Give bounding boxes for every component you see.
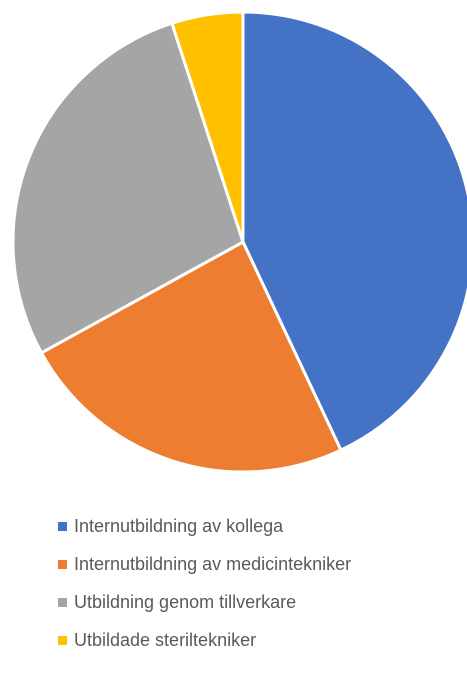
legend-swatch-3 [58, 598, 67, 607]
legend-item-1: Internutbildning av kollega [58, 516, 458, 537]
legend-swatch-1 [58, 522, 67, 531]
legend: Internutbildning av kollega Internutbildn… [58, 516, 458, 668]
legend-item-4: Utbildade steriltekniker [58, 630, 458, 651]
legend-item-2: Internutbildning av medicintekniker [58, 554, 458, 575]
legend-swatch-2 [58, 560, 67, 569]
pie-slice-3 [11, 21, 245, 355]
legend-swatch-4 [58, 636, 67, 645]
pie-chart-plot [11, 10, 467, 474]
pie-slice-2 [39, 240, 343, 474]
legend-label-2: Internutbildning av medicintekniker [74, 554, 352, 574]
legend-label-3: Utbildning genom tillverkare [74, 592, 297, 612]
legend-item-3: Utbildning genom tillverkare [58, 592, 458, 613]
legend-label-1: Internutbildning av kollega [74, 516, 284, 536]
legend-label-4: Utbildade steriltekniker [74, 630, 257, 650]
pie-slice-1 [241, 10, 467, 452]
pie-slice-4 [170, 10, 245, 244]
